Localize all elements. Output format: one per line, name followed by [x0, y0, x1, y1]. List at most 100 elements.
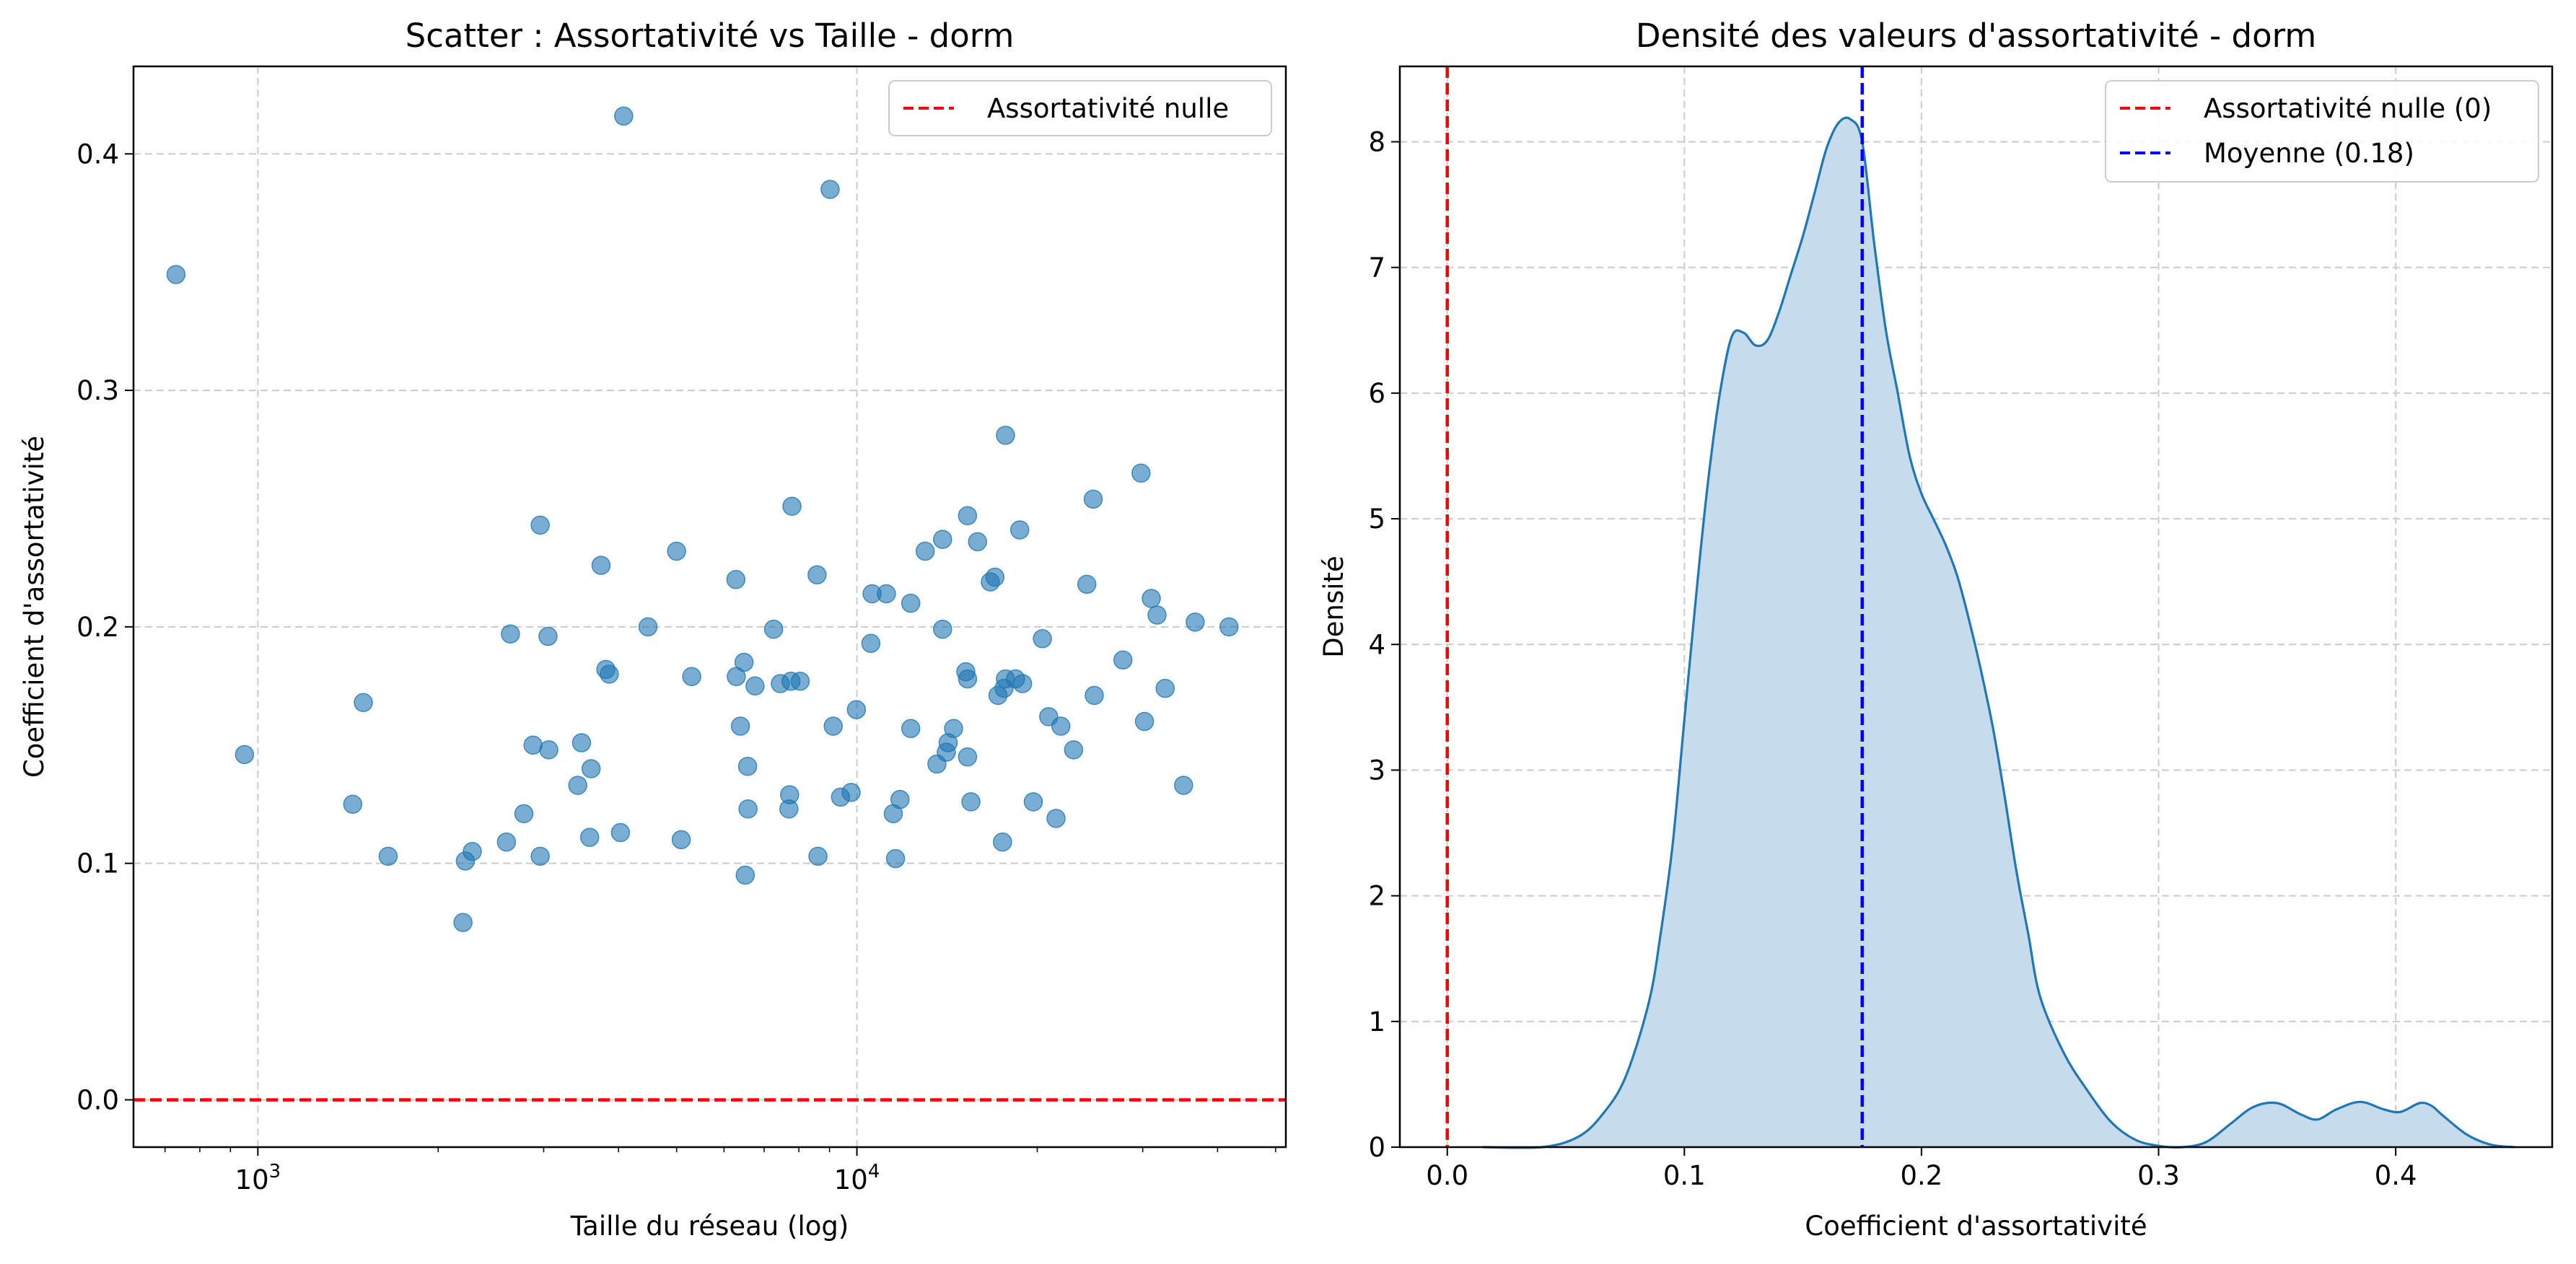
scatter-point [568, 776, 587, 795]
density-title: Densité des valeurs d'assortativité - do… [1636, 17, 2316, 55]
scatter-point [1113, 650, 1133, 670]
scatter-point [453, 913, 473, 932]
scatter-point [463, 842, 482, 861]
density-xlabel: Coefficient d'assortativité [1805, 1211, 2147, 1242]
scatter-point [538, 626, 558, 646]
density-x-tick-label: 0.1 [1663, 1160, 1706, 1191]
scatter-point [1012, 674, 1033, 693]
scatter-plot-frame [132, 65, 1287, 1149]
density-y-tick-label: 8 [1368, 127, 1385, 158]
scatter-point [968, 532, 988, 552]
scatter-point [933, 530, 952, 549]
scatter-point [782, 496, 802, 516]
scatter-point [1023, 792, 1043, 812]
scatter-point [530, 846, 550, 866]
scatter-point [807, 565, 827, 584]
scatter-point [378, 846, 398, 866]
scatter-y-tick-label: 0.1 [76, 848, 119, 879]
scatter-point [933, 619, 952, 639]
density-y-tick-label: 5 [1368, 504, 1385, 535]
scatter-point [1051, 716, 1071, 736]
scatter-point [235, 745, 255, 765]
scatter-point [915, 541, 935, 561]
scatter-point [571, 733, 592, 752]
scatter-point [600, 664, 619, 684]
density-y-tick-label: 3 [1368, 755, 1385, 786]
density-legend-label-null: Assortativité nulle (0) [2204, 93, 2492, 124]
scatter-point [1064, 740, 1084, 760]
scatter-point [885, 848, 906, 869]
scatter-point [682, 667, 701, 686]
density-legend-box [2105, 80, 2539, 183]
density-ylabel: Densité [1318, 556, 1349, 658]
scatter-point [1010, 520, 1030, 540]
scatter-point [343, 794, 363, 814]
scatter-point [735, 865, 755, 885]
scatter-y-tick-label: 0.3 [76, 375, 119, 406]
scatter-point [496, 832, 517, 852]
scatter-point [638, 617, 658, 637]
scatter-point [1131, 463, 1151, 483]
scatter-point [1083, 489, 1103, 509]
scatter-legend: Assortativité nulle [888, 80, 1272, 136]
density-curve [1482, 116, 2515, 1149]
scatter-y-tick-label: 0.0 [76, 1084, 119, 1115]
scatter-point [1155, 678, 1175, 698]
scatter-point [1077, 574, 1097, 594]
density-plot-frame [1398, 65, 2554, 1149]
scatter-plot-area [133, 66, 1286, 1147]
scatter-point [610, 822, 631, 843]
scatter-point [1174, 776, 1193, 795]
density-legend-label-mean: Moyenne (0.18) [2204, 138, 2414, 169]
density-x-tick-label: 0.4 [2375, 1160, 2417, 1191]
scatter-point [591, 556, 611, 575]
scatter-point [790, 672, 810, 691]
scatter-point [996, 426, 1015, 445]
scatter-point [841, 783, 861, 802]
density-x-tick-label: 0.0 [1426, 1160, 1468, 1191]
scatter-point [579, 828, 600, 847]
density-x-tick-label: 0.2 [1901, 1160, 1943, 1191]
scatter-point [985, 567, 1005, 587]
scatter-point [1219, 617, 1239, 637]
scatter-y-tick-label: 0.2 [76, 612, 119, 643]
density-y-tick-label: 7 [1368, 253, 1385, 284]
scatter-point [1186, 613, 1205, 632]
scatter-point [738, 799, 758, 819]
scatter-point [539, 740, 558, 760]
scatter-point [877, 584, 896, 604]
scatter-point [737, 757, 758, 776]
scatter-ylabel: Coefficient d'assortativité [19, 436, 50, 778]
scatter-y-tick-label: 0.4 [76, 139, 119, 170]
scatter-plot-panel: 0.0 0.1 0.2 0.3 0.4 103 104 Scatter : Assortat… [19, 17, 1287, 1242]
scatter-x-tick-label: 103 [235, 1161, 281, 1195]
density-y-tick-label: 2 [1368, 881, 1385, 912]
scatter-x-tick-label: 104 [834, 1161, 880, 1195]
scatter-point [1085, 685, 1104, 706]
scatter-point [958, 506, 978, 526]
scatter-legend-label-null: Assortativité nulle [987, 93, 1229, 124]
scatter-point [501, 624, 520, 644]
density-x-tick-label: 0.3 [2137, 1160, 2180, 1191]
scatter-point [667, 541, 686, 561]
scatter-point [861, 633, 881, 654]
scatter-point [354, 693, 373, 713]
scatter-point [961, 792, 981, 812]
scatter-point [780, 785, 799, 804]
scatter-point [763, 619, 784, 639]
scatter-point [1033, 629, 1052, 649]
scatter-point [614, 106, 634, 126]
scatter-point [808, 846, 828, 866]
scatter-point [530, 515, 550, 535]
scatter-point [890, 789, 910, 809]
scatter-xlabel: Taille du réseau (log) [570, 1211, 849, 1242]
scatter-point [671, 830, 691, 850]
density-area-fill [1483, 118, 2515, 1149]
scatter-point [901, 593, 921, 613]
scatter-point [166, 265, 186, 284]
scatter-point [993, 832, 1012, 852]
scatter-title: Scatter : Assortativité vs Taille - dorm [406, 17, 1015, 55]
scatter-point [730, 716, 750, 736]
scatter-point [944, 719, 963, 739]
